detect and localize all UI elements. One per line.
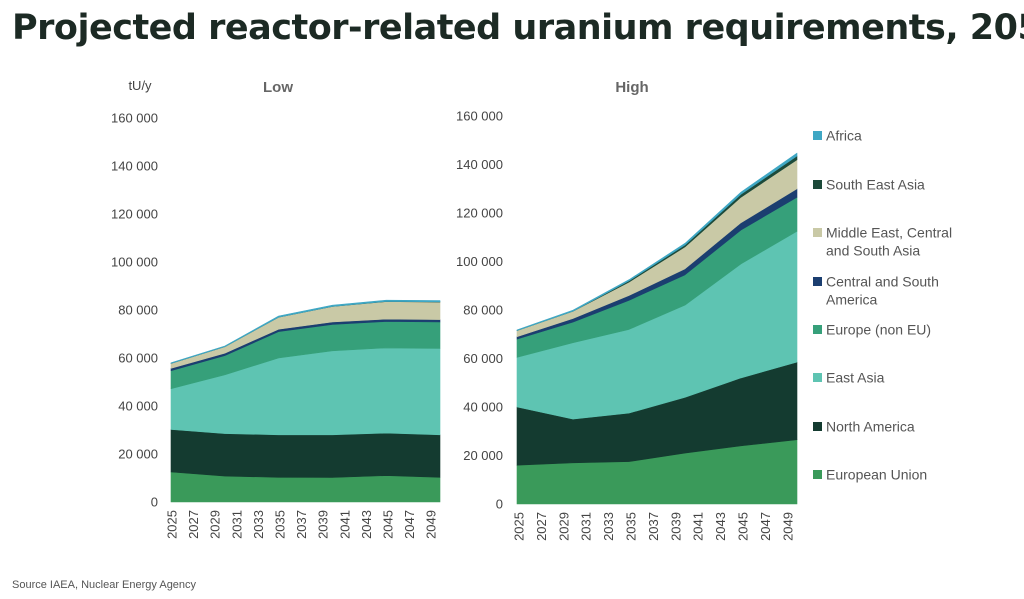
- chart-legend: Africa South East Asia Middle East, Centra…: [813, 128, 952, 483]
- legend-label-european-union: European Union: [826, 467, 927, 483]
- x-tick-label: 2039: [316, 510, 331, 539]
- y-tick-label: 140 000: [456, 157, 503, 172]
- y-tick-label: 100 000: [111, 255, 158, 270]
- x-tick-label: 2029: [208, 510, 223, 539]
- x-tick-label: 2047: [402, 510, 417, 539]
- page-title: Projected reactor-related uranium requir…: [12, 8, 1024, 48]
- x-tick-label: 2041: [337, 510, 352, 539]
- x-tick-label: 2039: [668, 512, 683, 541]
- x-tick-label: 2027: [534, 512, 549, 541]
- x-tick-label: 2043: [359, 510, 374, 539]
- x-tick-label: 2035: [273, 510, 288, 539]
- legend-label-europe-non-eu: Europe (non EU): [826, 322, 931, 338]
- legend-label-north-america: North America: [826, 419, 915, 435]
- y-tick-label: 80 000: [463, 303, 503, 318]
- legend-swatch-south-east-asia: [813, 180, 822, 189]
- x-tick-label: 2031: [579, 512, 594, 541]
- legend-swatch-africa: [813, 131, 822, 140]
- legend-label-central-and-south-america: Central and South America: [826, 274, 939, 308]
- chart-panel-high: High 0 20 000 40 000 60 000 80 000 100 000 120 …: [456, 79, 798, 541]
- legend-label-middle-east-central-and-south-asia: Middle East, Central and South Asia: [826, 225, 952, 259]
- area-africa: [516, 152, 798, 331]
- x-tick-label: 2037: [294, 510, 309, 539]
- y-tick-label: 160 000: [111, 111, 158, 126]
- x-tick-label: 2033: [601, 512, 616, 541]
- y-tick-label: 40 000: [463, 400, 503, 415]
- area-north-america: [170, 429, 441, 478]
- y-tick-label: 140 000: [111, 159, 158, 174]
- x-tick-label: 2037: [646, 512, 661, 541]
- y-tick-label: 60 000: [118, 351, 158, 366]
- x-tick-label: 2027: [186, 510, 201, 539]
- y-tick-label: 80 000: [118, 303, 158, 318]
- legend-swatch-north-america: [813, 422, 822, 431]
- legend-swatch-central-and-south-america: [813, 277, 822, 286]
- y-tick-label: 100 000: [456, 254, 503, 269]
- x-tick-label: 2035: [624, 512, 639, 541]
- x-tick-label: 2025: [512, 512, 527, 541]
- area-africa: [170, 299, 441, 364]
- x-tick-label: 2025: [165, 510, 180, 539]
- y-tick-label: 120 000: [456, 206, 503, 221]
- x-tick-label: 2043: [713, 512, 728, 541]
- y-tick-label: 40 000: [118, 399, 158, 414]
- x-tick-label: 2045: [736, 512, 751, 541]
- y-tick-label: 120 000: [111, 207, 158, 222]
- x-tick-label: 2049: [424, 510, 439, 539]
- panel-title-low: Low: [263, 79, 293, 96]
- legend-label-south-east-asia: South East Asia: [826, 177, 925, 193]
- chart-panel-low: Low tU/y 0 20 000 40 000 60 000 80 000 100 000 1…: [111, 78, 441, 539]
- legend-swatch-european-union: [813, 470, 822, 479]
- y-tick-label: 60 000: [463, 351, 503, 366]
- legend-label-africa: Africa: [826, 128, 862, 144]
- y-tick-label: 0: [496, 497, 503, 512]
- x-tick-label: 2031: [229, 510, 244, 539]
- legend-swatch-east-asia: [813, 373, 822, 382]
- x-tick-label: 2029: [556, 512, 571, 541]
- x-tick-label: 2045: [381, 510, 396, 539]
- panel-title-high: High: [615, 79, 648, 96]
- x-tick-label: 2041: [691, 512, 706, 541]
- y-axis-label: tU/y: [128, 78, 152, 93]
- y-tick-label: 0: [151, 495, 158, 510]
- x-tick-label: 2047: [758, 512, 773, 541]
- y-tick-label: 160 000: [456, 109, 503, 124]
- x-tick-label: 2033: [251, 510, 266, 539]
- legend-label-east-asia: East Asia: [826, 370, 885, 386]
- legend-swatch-europe-non-eu: [813, 325, 822, 334]
- x-tick-label: 2049: [780, 512, 795, 541]
- legend-swatch-middle-east-central-and-south-asia: [813, 228, 822, 237]
- y-tick-label: 20 000: [463, 448, 503, 463]
- source-note: Source IAEA, Nuclear Energy Agency: [12, 579, 197, 591]
- y-tick-label: 20 000: [118, 447, 158, 462]
